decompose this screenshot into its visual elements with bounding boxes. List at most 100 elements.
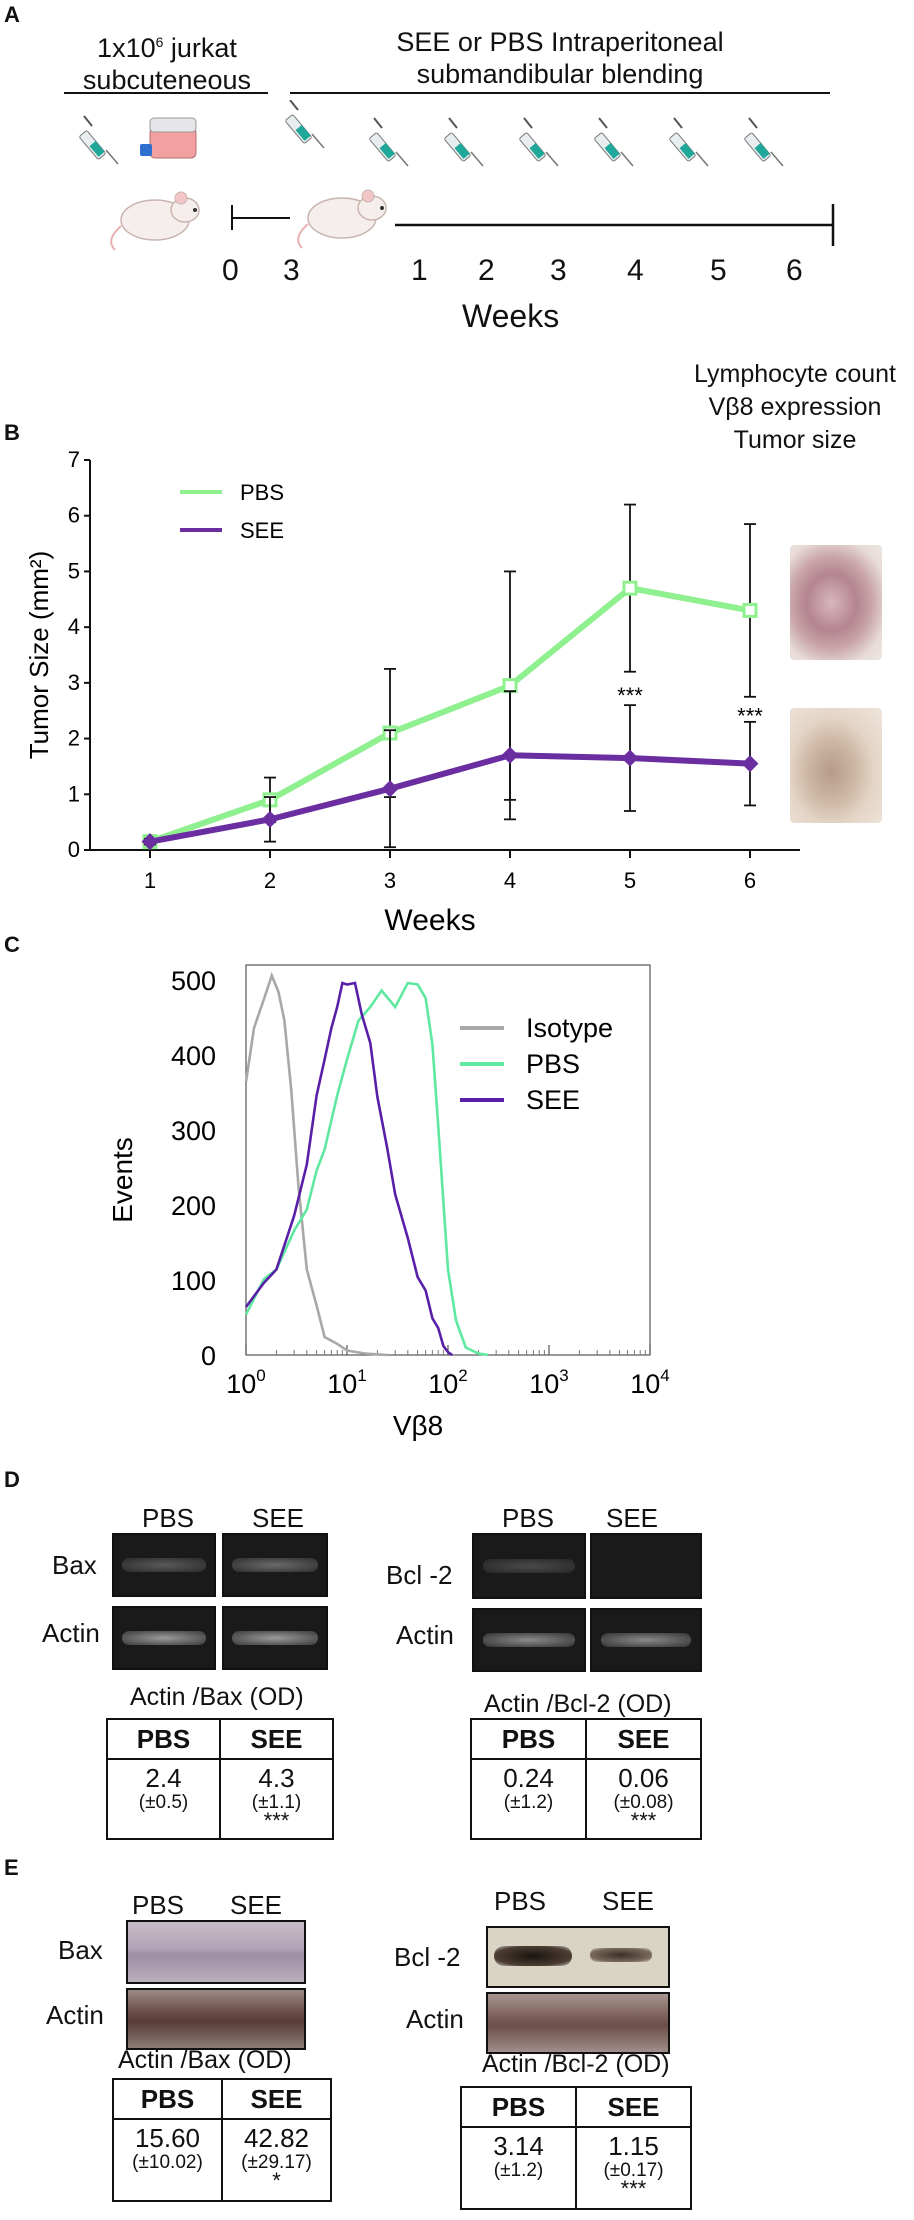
mouse-icon-injection (110, 191, 200, 251)
y-tick-label: 1 (68, 781, 80, 806)
histogram-pbs (244, 981, 489, 1357)
injection-header-line2: subcuteneous (82, 65, 252, 95)
od-sd: (±1.2) (503, 1792, 554, 1813)
y-tick-label: 0 (201, 1341, 216, 1371)
y-tick-label: 3 (68, 670, 80, 695)
panel-d-letter: D (4, 1467, 20, 1492)
row-label-actin: Actin (46, 2000, 104, 2030)
y-tick-label: 400 (171, 1041, 216, 1071)
timeline-weeks-label: Weeks (462, 298, 560, 334)
od-table-bax: PBS SEE 15.60 (±10.02) 42.82 (±29.17) * (112, 2078, 332, 2202)
syringe-icon (667, 117, 709, 167)
row-label-bax: Bax (52, 1550, 97, 1580)
gel-bax-see (222, 1533, 328, 1597)
tumor-photo-pbs (790, 545, 882, 660)
tumor-size-chart: 0 1 2 3 4 5 6 7 1 2 3 4 5 6 Weeks Tumor Size (mm²) *** **… (24, 447, 800, 937)
syringe-icon (442, 117, 484, 167)
treatment-header-line2: submandibular blending (416, 59, 704, 89)
histogram-isotype (244, 971, 388, 1357)
od-value: 15.60 (134, 2123, 201, 2153)
od-title-bcl2: Actin /Bcl-2 (OD) (482, 2050, 670, 2078)
syringe-icon (742, 117, 784, 167)
lane-label-see: SEE (230, 1890, 283, 1920)
x-tick-label: 1 (144, 868, 156, 893)
y-tick-label: 200 (171, 1191, 216, 1221)
od-sd: (±0.08) (613, 1792, 674, 1813)
injection-header-line1: 1x10 (97, 33, 156, 63)
x-tick-label: 101 (327, 1366, 367, 1399)
treatment-header-line1: SEE or PBS Intraperitoneal (396, 27, 724, 57)
x-tick-base: 10 (226, 1369, 256, 1399)
lane-label-see: SEE (252, 1503, 305, 1533)
x-tick-base: 10 (529, 1369, 559, 1399)
readout-item: Vβ8 expression (708, 393, 882, 421)
panel-c-letter: C (4, 932, 20, 957)
series-line-pbs (149, 584, 751, 845)
data-point (621, 749, 639, 767)
data-point (741, 755, 759, 773)
data-point (501, 746, 519, 764)
legend-label: SEE (240, 518, 284, 543)
readout-item: Tumor size (733, 426, 857, 454)
od-sd: (±0.5) (138, 1792, 189, 1813)
row-label-bcl2: Bcl -2 (394, 1942, 461, 1972)
significance-annotation: *** (737, 704, 763, 729)
gel-bcl2-pbs (472, 1533, 586, 1599)
gel-bax-pbs (112, 1533, 216, 1597)
readout-item: Lymphocyte count (694, 360, 896, 388)
x-tick-label: 5 (624, 868, 636, 893)
syringe-icon (77, 115, 119, 165)
data-point (622, 580, 638, 596)
x-tick-exponent: 3 (559, 1366, 568, 1385)
panel-b-letter: B (4, 420, 20, 445)
y-tick-label: 4 (68, 614, 80, 639)
od-title-bcl2: Actin /Bcl-2 (OD) (484, 1690, 672, 1718)
timeline-label: 3 (550, 254, 567, 287)
timeline-label: 6 (786, 254, 803, 287)
syringe-icon (367, 117, 409, 167)
gel-bcl2-see (590, 1533, 702, 1599)
x-tick-label: 102 (428, 1366, 468, 1399)
od-sd: (±1.1) (251, 1792, 302, 1813)
x-axis-title: Weeks (384, 904, 475, 937)
syringe-icon (517, 117, 559, 167)
x-tick-exponent: 2 (458, 1366, 467, 1385)
significance-annotation: *** (617, 683, 643, 708)
od-stars: * (272, 2168, 281, 2193)
y-tick-label: 300 (171, 1116, 216, 1146)
data-point (141, 833, 159, 851)
od-value: 0.06 (618, 1763, 669, 1793)
od-table-bcl2: PBS SEE 3.14 (±1.2) 1.15 (±0.17) *** (460, 2086, 692, 2210)
timeline-label: 0 (222, 254, 239, 287)
od-header: PBS (460, 2086, 577, 2128)
data-point (742, 602, 758, 618)
lane-label-pbs: PBS (142, 1503, 195, 1533)
blot-bcl2 (486, 1926, 670, 1988)
y-tick-label: 2 (68, 726, 80, 751)
od-table-bcl2: PBS SEE 0.24 (±1.2) 0.06 (±0.08) *** (470, 1718, 702, 1840)
x-tick-label: 3 (384, 868, 396, 893)
od-value: 42.82 (243, 2123, 310, 2153)
treatment-header-rule (290, 92, 830, 94)
x-tick-exponent: 1 (357, 1366, 366, 1385)
injection-header: 1x106 jurkat subcuteneous (62, 26, 272, 96)
x-tick-exponent: 0 (256, 1366, 265, 1385)
od-stars: *** (630, 1808, 657, 1833)
legend-label: Isotype (526, 1013, 613, 1043)
tumor-photo-see (790, 708, 882, 823)
blot-bax (126, 1920, 306, 1984)
od-value: 4.3 (258, 1763, 295, 1793)
lane-label-pbs: PBS (494, 1886, 547, 1916)
y-axis-title: Tumor Size (mm²) (24, 551, 54, 759)
syringe-icon (283, 100, 325, 149)
timeline-label: 3 (283, 254, 300, 287)
y-axis-title: Events (107, 1137, 138, 1223)
timeline-label: 1 (411, 254, 428, 287)
injection-header-sup: 6 (155, 34, 164, 50)
blot-actin (486, 1992, 670, 2054)
row-label-bax: Bax (58, 1935, 103, 1965)
od-header: PBS (106, 1718, 221, 1760)
od-stars: *** (263, 1808, 290, 1833)
legend-label: PBS (240, 480, 284, 505)
